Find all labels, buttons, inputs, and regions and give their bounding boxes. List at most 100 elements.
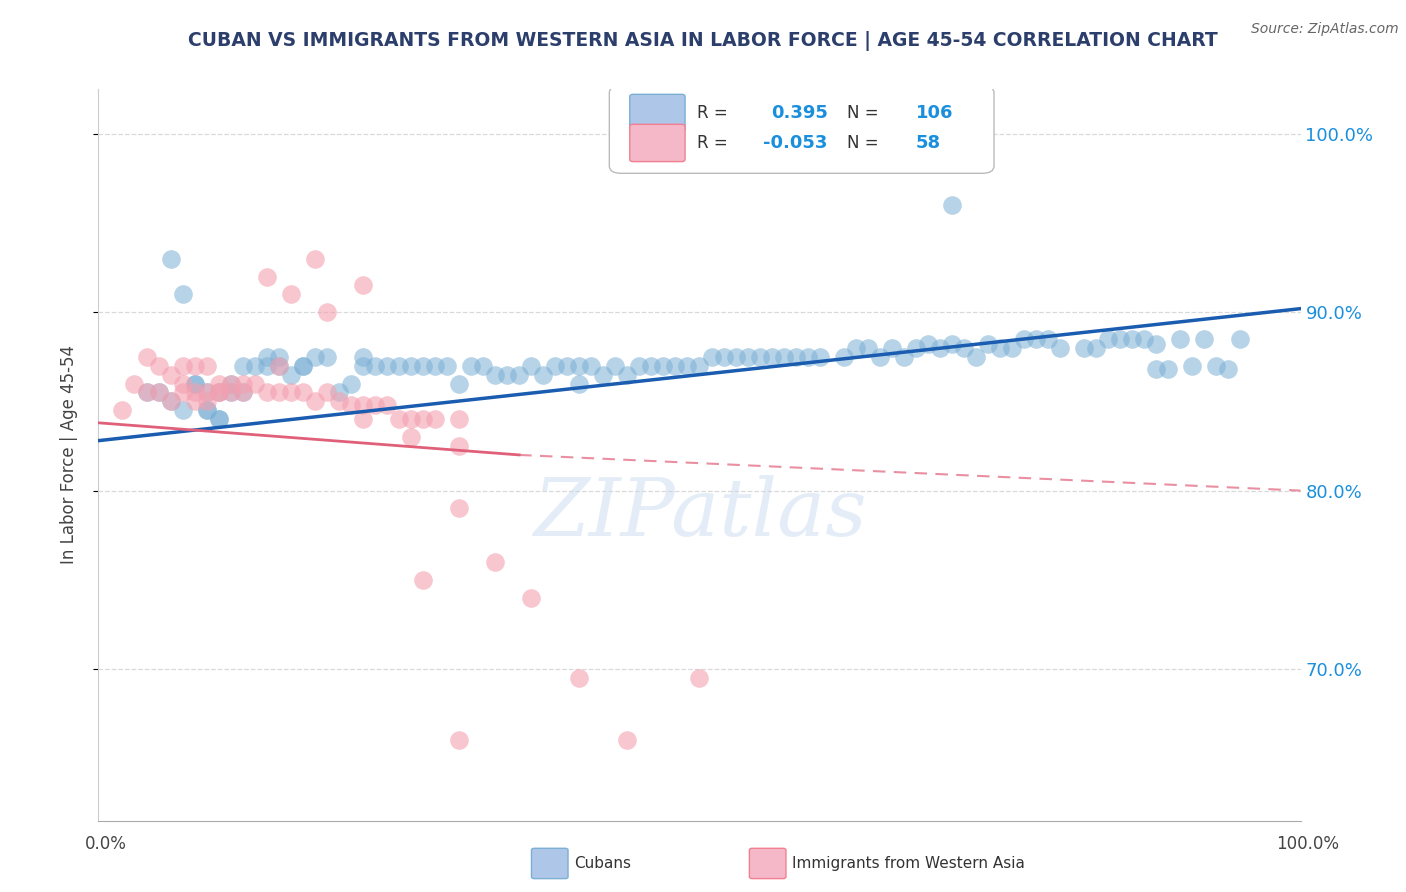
Point — [447, 501, 470, 516]
Point — [412, 412, 434, 426]
Point — [219, 376, 242, 391]
Point — [761, 350, 783, 364]
Point — [135, 385, 157, 400]
Point — [808, 350, 831, 364]
Point — [195, 403, 218, 417]
FancyBboxPatch shape — [630, 124, 685, 161]
Point — [988, 341, 1011, 355]
Point — [1205, 359, 1227, 373]
Text: R =: R = — [697, 134, 728, 152]
Point — [195, 394, 218, 409]
Point — [148, 385, 170, 400]
Point — [447, 733, 470, 747]
Point — [148, 385, 170, 400]
Point — [291, 385, 314, 400]
Point — [568, 359, 591, 373]
Point — [315, 305, 337, 319]
Point — [219, 376, 242, 391]
Point — [1012, 332, 1035, 346]
Text: ZIPatlas: ZIPatlas — [533, 475, 866, 552]
Point — [628, 359, 651, 373]
Point — [243, 376, 266, 391]
Point — [352, 350, 374, 364]
Point — [904, 341, 927, 355]
Point — [172, 385, 194, 400]
Text: N =: N = — [848, 134, 879, 152]
Point — [340, 398, 363, 412]
Point — [1109, 332, 1132, 346]
Point — [1229, 332, 1251, 346]
Point — [1144, 337, 1167, 351]
Point — [159, 252, 181, 266]
Point — [555, 359, 578, 373]
Point — [124, 376, 146, 391]
Text: 0.0%: 0.0% — [84, 835, 127, 853]
Point — [388, 412, 411, 426]
Point — [375, 398, 398, 412]
Point — [748, 350, 770, 364]
Point — [592, 368, 614, 382]
Point — [399, 430, 422, 444]
Point — [256, 385, 278, 400]
Point — [208, 412, 231, 426]
Point — [111, 403, 134, 417]
Point — [219, 385, 242, 400]
Point — [267, 385, 290, 400]
Point — [928, 341, 950, 355]
Point — [340, 376, 363, 391]
Point — [484, 368, 506, 382]
Point — [616, 733, 638, 747]
Point — [183, 376, 205, 391]
Point — [436, 359, 458, 373]
Point — [315, 385, 337, 400]
Point — [195, 403, 218, 417]
Point — [689, 359, 711, 373]
Point — [423, 412, 446, 426]
Point — [291, 359, 314, 373]
Point — [195, 359, 218, 373]
Point — [568, 376, 591, 391]
Point — [1025, 332, 1047, 346]
Point — [664, 359, 686, 373]
Text: N =: N = — [848, 103, 879, 121]
Point — [352, 398, 374, 412]
Point — [352, 278, 374, 293]
Text: Immigrants from Western Asia: Immigrants from Western Asia — [792, 856, 1025, 871]
Point — [737, 350, 759, 364]
Point — [195, 385, 218, 400]
Point — [676, 359, 699, 373]
Point — [183, 385, 205, 400]
FancyBboxPatch shape — [609, 86, 994, 173]
Point — [172, 359, 194, 373]
Point — [640, 359, 662, 373]
Point — [520, 591, 543, 605]
Point — [412, 359, 434, 373]
Point — [1144, 362, 1167, 376]
Point — [208, 376, 231, 391]
Y-axis label: In Labor Force | Age 45-54: In Labor Force | Age 45-54 — [59, 345, 77, 565]
Point — [1218, 362, 1240, 376]
Point — [243, 359, 266, 373]
Point — [388, 359, 411, 373]
Point — [700, 350, 723, 364]
Point — [772, 350, 794, 364]
Point — [267, 359, 290, 373]
Text: 106: 106 — [915, 103, 953, 121]
Point — [232, 359, 254, 373]
Point — [195, 385, 218, 400]
Point — [364, 359, 387, 373]
Point — [148, 359, 170, 373]
Point — [605, 359, 627, 373]
Point — [941, 337, 963, 351]
Point — [375, 359, 398, 373]
Point — [208, 385, 231, 400]
Point — [172, 376, 194, 391]
Point — [508, 368, 530, 382]
Point — [1073, 341, 1095, 355]
Point — [1097, 332, 1119, 346]
Point — [352, 412, 374, 426]
Point — [484, 555, 506, 569]
Point — [183, 376, 205, 391]
Point — [183, 359, 205, 373]
Point — [208, 412, 231, 426]
